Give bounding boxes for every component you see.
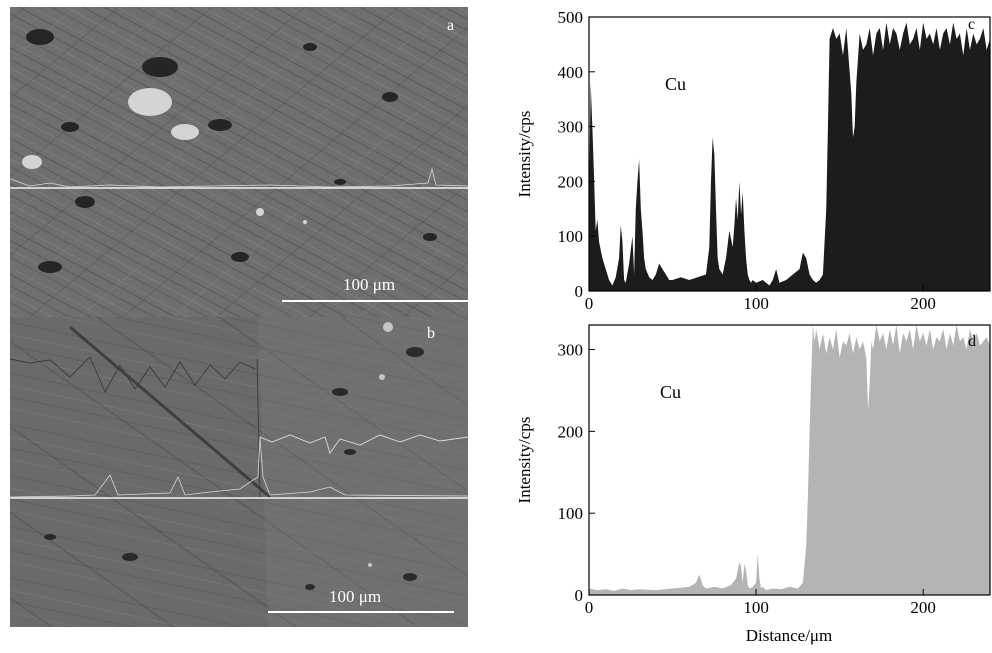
micrograph-b: b 100 μm [10, 317, 468, 627]
chart-d-x-tick-label: 0 [585, 598, 594, 617]
chart-d: 0 100 200 300 0 100 200 d Cu Intensity/cps Dis… [515, 324, 991, 645]
chart-d-intensity-area [589, 325, 990, 595]
chart-d-y-tick-label: 300 [558, 341, 584, 360]
micrograph-a-image [10, 7, 468, 317]
chart-d-y-axis-label: Intensity/cps [515, 417, 534, 504]
chart-c-ticks: 0 100 200 300 400 500 0 100 200 [558, 8, 936, 313]
chart-c-x-tick-label: 100 [743, 294, 769, 313]
chart-c-y-tick-label: 300 [558, 118, 584, 137]
micrograph-b-image [10, 317, 468, 627]
chart-c-y-axis-label: Intensity/cps [515, 111, 534, 198]
chart-c-element-label: Cu [665, 74, 686, 94]
chart-c-y-tick-label: 400 [558, 63, 584, 82]
chart-c-y-tick-label: 100 [558, 227, 584, 246]
chart-d-frame [588, 324, 991, 596]
chart-c-frame [588, 16, 991, 292]
micrograph-b-scale-bar [268, 611, 454, 613]
chart-d-x-axis-label: Distance/μm [746, 626, 833, 645]
chart-c-y-tick-label: 200 [558, 172, 584, 191]
micrograph-a-letter: a [447, 17, 455, 34]
chart-c-y-tick-label: 500 [558, 8, 584, 27]
micrograph-b-letter: b [427, 325, 435, 342]
chart-d-letter: d [968, 333, 976, 350]
chart-d-x-tick-label: 100 [743, 598, 769, 617]
chart-d-y-tick-label: 0 [575, 586, 584, 605]
chart-c-x-tick-label: 0 [585, 294, 594, 313]
micrograph-b-scale-label: 100 μm [329, 587, 382, 606]
chart-d-y-tick-label: 200 [558, 422, 584, 441]
micrograph-a: a 100 μm [10, 7, 468, 317]
micrograph-a-scale-bar [282, 300, 468, 302]
chart-c-intensity-area [589, 22, 990, 291]
chart-d-element-label: Cu [660, 382, 681, 402]
chart-c-letter: c [968, 16, 975, 33]
chart-c-x-tick-label: 200 [910, 294, 936, 313]
chart-d-y-tick-label: 100 [558, 504, 584, 523]
micrograph-a-scale-label: 100 μm [343, 275, 396, 294]
chart-c-y-tick-label: 0 [575, 282, 584, 301]
chart-d-x-tick-label: 200 [910, 598, 936, 617]
chart-d-ticks: 0 100 200 300 0 100 200 [558, 341, 936, 617]
chart-c: 0 100 200 300 400 500 0 100 200 c Cu Intensity/c… [515, 8, 991, 313]
